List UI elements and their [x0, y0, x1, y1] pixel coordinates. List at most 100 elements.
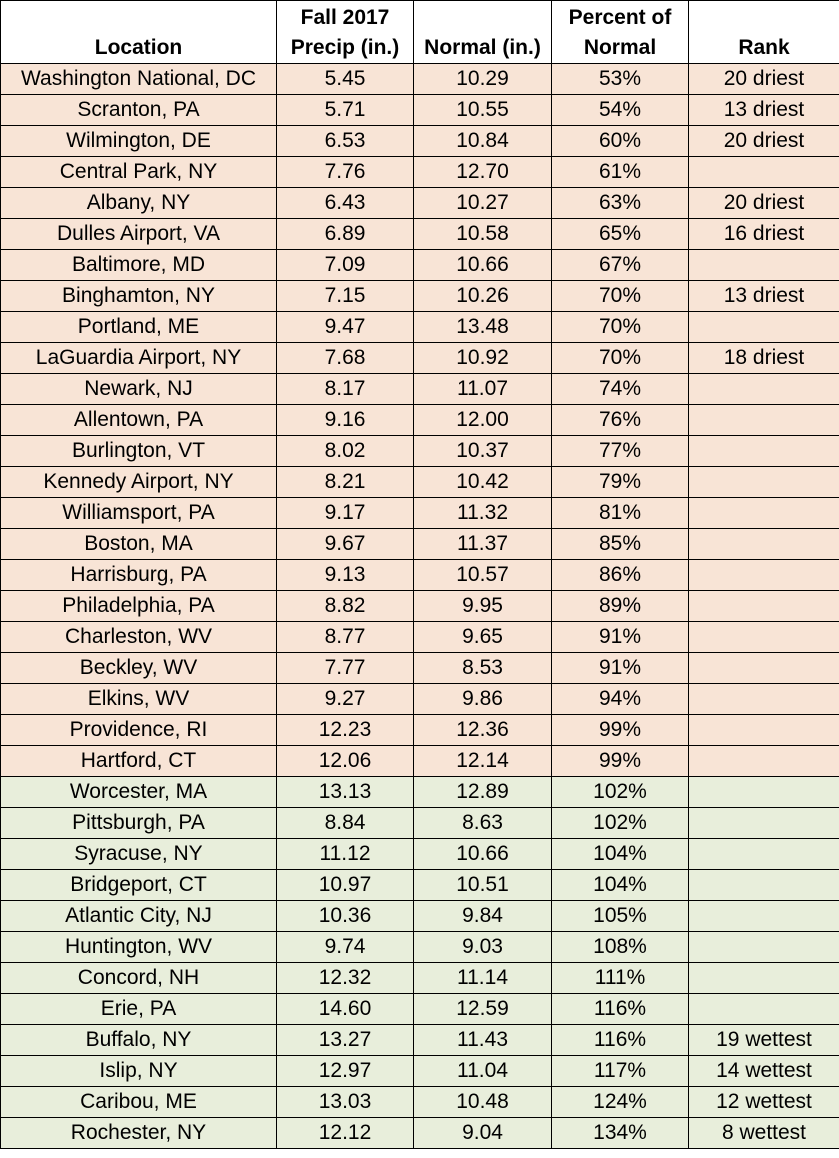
cell-percent-of-normal: 91%: [551, 621, 689, 653]
cell-location: Providence, RI: [0, 714, 277, 746]
cell-rank: [688, 435, 839, 467]
cell-percent-of-normal: 116%: [551, 993, 689, 1025]
cell-normal: 12.14: [413, 745, 552, 777]
cell-normal: 10.26: [413, 280, 552, 312]
cell-fall-precip: 9.47: [276, 311, 414, 343]
cell-location: Worcester, MA: [0, 776, 277, 808]
cell-rank: [688, 590, 839, 622]
header-fall-precip: Fall 2017 Precip (in.): [276, 0, 414, 64]
cell-location: Hartford, CT: [0, 745, 277, 777]
cell-rank: [688, 373, 839, 405]
cell-rank: 16 driest: [688, 218, 839, 250]
cell-rank: [688, 559, 839, 591]
cell-fall-precip: 10.97: [276, 869, 414, 901]
cell-normal: 8.53: [413, 652, 552, 684]
cell-fall-precip: 13.03: [276, 1086, 414, 1118]
cell-percent-of-normal: 77%: [551, 435, 689, 467]
cell-location: Erie, PA: [0, 993, 277, 1025]
cell-location: Beckley, WV: [0, 652, 277, 684]
cell-normal: 10.84: [413, 125, 552, 157]
cell-location: Washington National, DC: [0, 63, 277, 95]
cell-percent-of-normal: 104%: [551, 869, 689, 901]
cell-fall-precip: 7.77: [276, 652, 414, 684]
table-row: Rochester, NY 12.12 9.04 134% 8 wettest: [0, 1117, 839, 1149]
cell-normal: 10.29: [413, 63, 552, 95]
cell-location: Philadelphia, PA: [0, 590, 277, 622]
cell-rank: [688, 900, 839, 932]
cell-location: Bridgeport, CT: [0, 869, 277, 901]
table-row: Erie, PA 14.60 12.59 116%: [0, 993, 839, 1025]
cell-rank: [688, 652, 839, 684]
cell-fall-precip: 8.84: [276, 807, 414, 839]
cell-rank: 18 driest: [688, 342, 839, 374]
cell-percent-of-normal: 102%: [551, 807, 689, 839]
cell-fall-precip: 6.89: [276, 218, 414, 250]
table-row: Concord, NH 12.32 11.14 111%: [0, 962, 839, 994]
cell-fall-precip: 12.06: [276, 745, 414, 777]
cell-percent-of-normal: 124%: [551, 1086, 689, 1118]
cell-percent-of-normal: 60%: [551, 125, 689, 157]
header-normal: Normal (in.): [413, 0, 552, 64]
table-row: Portland, ME 9.47 13.48 70%: [0, 311, 839, 343]
cell-normal: 12.89: [413, 776, 552, 808]
cell-fall-precip: 8.21: [276, 466, 414, 498]
cell-fall-precip: 9.27: [276, 683, 414, 715]
cell-location: Syracuse, NY: [0, 838, 277, 870]
cell-rank: [688, 714, 839, 746]
cell-location: Wilmington, DE: [0, 125, 277, 157]
cell-rank: [688, 807, 839, 839]
cell-fall-precip: 8.82: [276, 590, 414, 622]
table-row: Beckley, WV 7.77 8.53 91%: [0, 652, 839, 684]
cell-percent-of-normal: 81%: [551, 497, 689, 529]
cell-rank: [688, 528, 839, 560]
table-body: Washington National, DC 5.45 10.29 53% 20 dr…: [0, 63, 839, 1149]
cell-normal: 10.42: [413, 466, 552, 498]
cell-normal: 11.07: [413, 373, 552, 405]
cell-rank: [688, 249, 839, 281]
header-fall-line2: Precip (in.): [290, 36, 400, 59]
cell-location: Buffalo, NY: [0, 1024, 277, 1056]
cell-percent-of-normal: 70%: [551, 311, 689, 343]
table-row: Atlantic City, NJ 10.36 9.84 105%: [0, 900, 839, 932]
cell-fall-precip: 6.53: [276, 125, 414, 157]
cell-percent-of-normal: 111%: [551, 962, 689, 994]
cell-fall-precip: 8.17: [276, 373, 414, 405]
cell-rank: [688, 993, 839, 1025]
table-row: Philadelphia, PA 8.82 9.95 89%: [0, 590, 839, 622]
cell-rank: [688, 311, 839, 343]
cell-normal: 9.65: [413, 621, 552, 653]
cell-fall-precip: 7.68: [276, 342, 414, 374]
table-row: Scranton, PA 5.71 10.55 54% 13 driest: [0, 94, 839, 126]
cell-fall-precip: 9.13: [276, 559, 414, 591]
cell-fall-precip: 7.76: [276, 156, 414, 188]
cell-location: Allentown, PA: [0, 404, 277, 436]
cell-percent-of-normal: 53%: [551, 63, 689, 95]
header-percent-line1: Percent of: [568, 6, 672, 29]
cell-rank: [688, 931, 839, 963]
cell-location: Harrisburg, PA: [0, 559, 277, 591]
cell-location: LaGuardia Airport, NY: [0, 342, 277, 374]
cell-fall-precip: 8.77: [276, 621, 414, 653]
cell-normal: 10.58: [413, 218, 552, 250]
cell-location: Concord, NH: [0, 962, 277, 994]
cell-normal: 10.48: [413, 1086, 552, 1118]
cell-rank: 8 wettest: [688, 1117, 839, 1149]
cell-percent-of-normal: 104%: [551, 838, 689, 870]
cell-location: Binghamton, NY: [0, 280, 277, 312]
cell-rank: 20 driest: [688, 63, 839, 95]
table-row: Binghamton, NY 7.15 10.26 70% 13 driest: [0, 280, 839, 312]
cell-fall-precip: 7.15: [276, 280, 414, 312]
cell-normal: 9.04: [413, 1117, 552, 1149]
cell-normal: 9.84: [413, 900, 552, 932]
cell-percent-of-normal: 116%: [551, 1024, 689, 1056]
cell-rank: 14 wettest: [688, 1055, 839, 1087]
cell-rank: 20 driest: [688, 125, 839, 157]
header-location: Location: [0, 0, 277, 64]
cell-location: Albany, NY: [0, 187, 277, 219]
cell-normal: 12.70: [413, 156, 552, 188]
header-row: Location Fall 2017 Precip (in.) Normal (…: [0, 0, 839, 64]
cell-normal: 11.32: [413, 497, 552, 529]
cell-location: Rochester, NY: [0, 1117, 277, 1149]
cell-normal: 10.57: [413, 559, 552, 591]
